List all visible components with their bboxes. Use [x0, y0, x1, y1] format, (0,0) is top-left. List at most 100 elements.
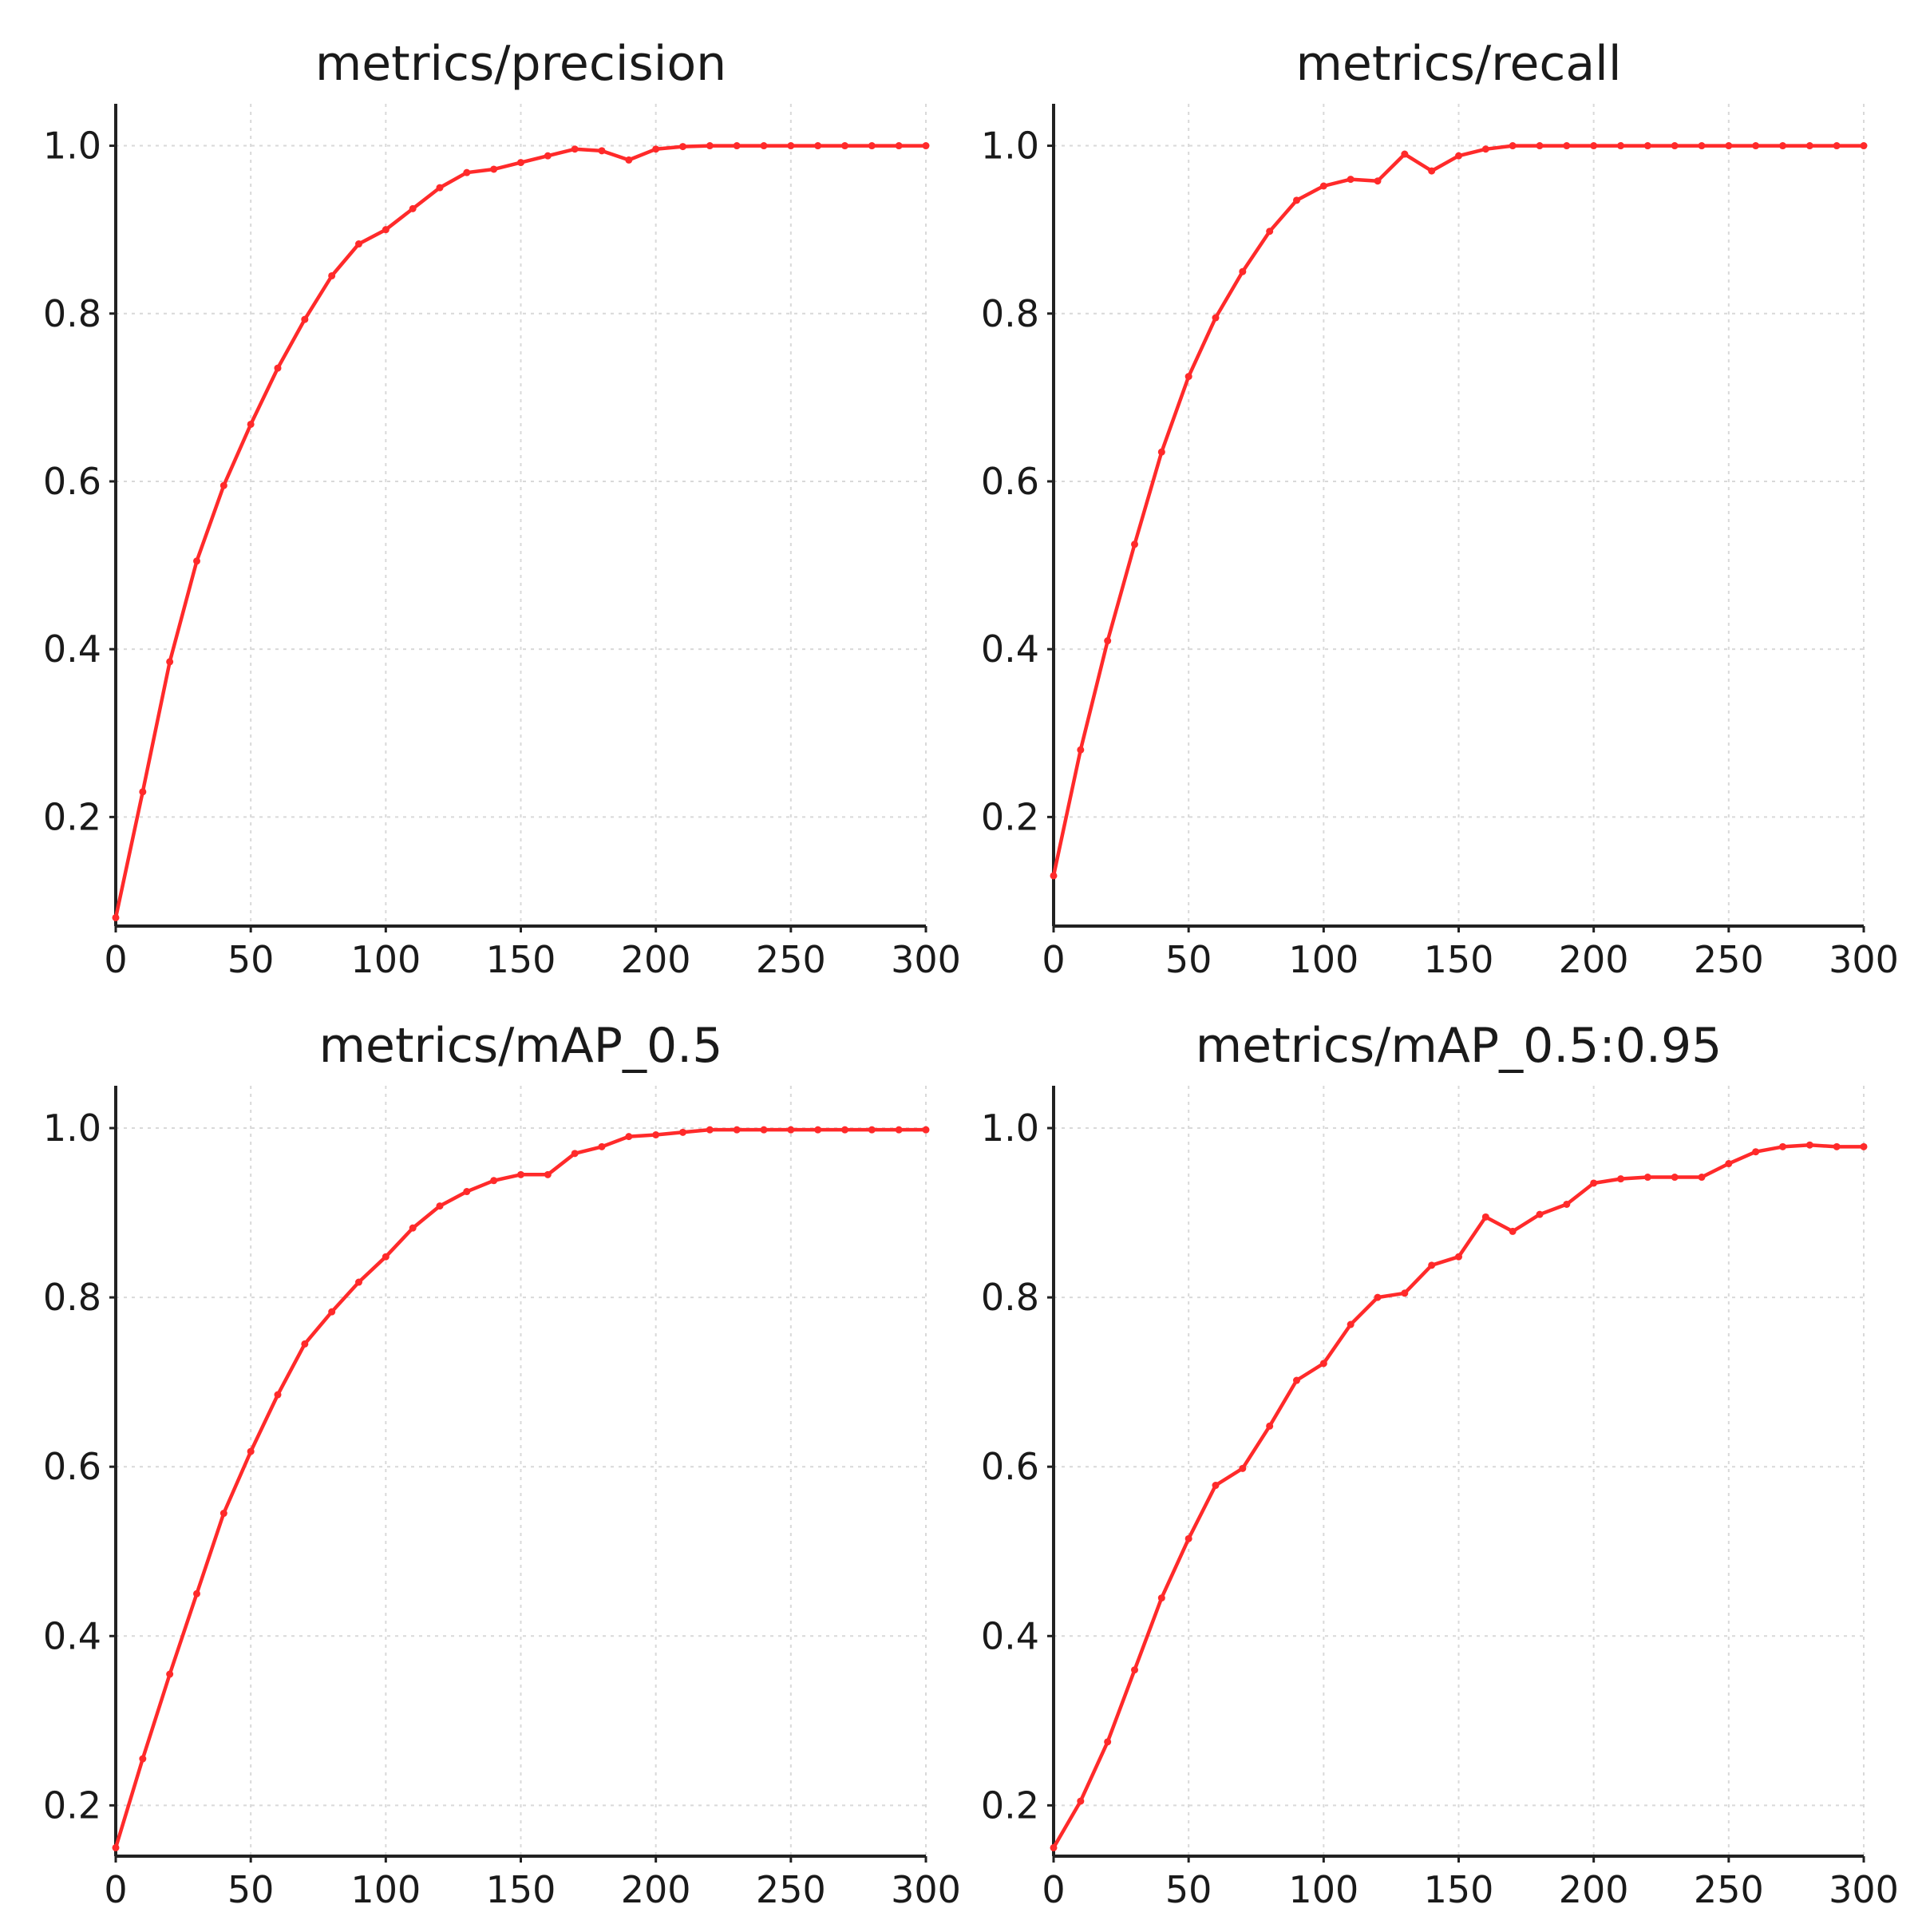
data-point [193, 557, 200, 565]
data-point [1590, 1179, 1598, 1187]
data-point [1347, 1320, 1355, 1328]
data-point [1212, 1482, 1220, 1490]
data-point [1805, 142, 1813, 150]
chart-title: metrics/mAP_0.5 [319, 1018, 723, 1074]
y-tick-label: 0.8 [43, 1276, 101, 1319]
x-tick-label: 300 [1829, 1868, 1899, 1911]
data-point [193, 1590, 200, 1597]
data-point [544, 152, 552, 160]
data-point [490, 165, 498, 173]
data-point [787, 1126, 795, 1134]
y-tick-label: 0.2 [43, 795, 101, 838]
x-tick-label: 250 [756, 938, 826, 981]
y-tick-label: 1.0 [43, 125, 101, 168]
data-point [814, 142, 822, 150]
y-tick-label: 0.2 [981, 795, 1039, 838]
x-tick-label: 150 [1424, 1868, 1494, 1911]
data-point [814, 1126, 822, 1134]
data-point [1752, 1148, 1760, 1156]
x-tick-label: 50 [227, 1868, 275, 1911]
x-tick-label: 200 [621, 938, 691, 981]
data-point [598, 1142, 606, 1150]
data-point [1184, 373, 1192, 381]
data-point [1455, 152, 1462, 160]
data-point [1131, 540, 1138, 548]
x-tick-label: 300 [891, 938, 961, 981]
y-tick-label: 1.0 [981, 125, 1039, 168]
data-point [733, 142, 741, 150]
data-point [1698, 142, 1706, 150]
y-tick-label: 1.0 [981, 1107, 1039, 1150]
data-point [1779, 142, 1786, 150]
data-point [463, 1188, 471, 1196]
data-point [895, 142, 903, 150]
data-point [1805, 1141, 1813, 1149]
data-point [1077, 1797, 1085, 1805]
x-tick-label: 100 [1288, 1868, 1358, 1911]
data-point [1617, 1175, 1624, 1183]
data-point [1590, 142, 1598, 150]
x-tick-label: 300 [891, 1868, 961, 1911]
data-point [1157, 448, 1165, 456]
x-tick-label: 100 [1288, 938, 1358, 981]
y-tick-label: 0.8 [43, 292, 101, 335]
data-point [247, 420, 255, 428]
x-tick-label: 250 [1694, 938, 1764, 981]
data-point [1725, 142, 1733, 150]
data-point [139, 788, 147, 796]
data-point [1752, 142, 1760, 150]
y-tick-label: 1.0 [43, 1107, 101, 1150]
data-point [1293, 1376, 1300, 1384]
data-point [1617, 142, 1624, 150]
chart-title: metrics/recall [1295, 36, 1621, 92]
data-point [1239, 1464, 1247, 1472]
data-point [1401, 150, 1409, 158]
data-point [1374, 1293, 1382, 1301]
data-point [1131, 1666, 1138, 1674]
data-point [247, 1447, 255, 1455]
data-point [571, 1150, 579, 1158]
x-tick-label: 50 [1165, 938, 1212, 981]
data-point [517, 1170, 524, 1178]
data-point [1698, 1174, 1706, 1182]
data-point [328, 1308, 336, 1316]
data-point [219, 1510, 227, 1518]
chart-title: metrics/mAP_0.5:0.95 [1196, 1018, 1722, 1074]
data-point [1563, 142, 1571, 150]
data-point [301, 1340, 309, 1348]
data-point [490, 1177, 498, 1185]
data-point [1671, 1174, 1679, 1182]
y-tick-label: 0.6 [43, 1445, 101, 1488]
data-point [409, 204, 417, 212]
data-point [1860, 1142, 1868, 1150]
data-point [382, 226, 390, 234]
data-point [625, 1133, 633, 1141]
data-point [1212, 314, 1220, 322]
x-tick-label: 250 [1694, 1868, 1764, 1911]
data-point [1050, 872, 1058, 880]
y-tick-label: 0.4 [43, 1614, 101, 1657]
data-point [166, 658, 174, 666]
chart-panel-map-05-095: metrics/mAP_0.5:0.95 0 50 100 150 200 250 300 0.… [981, 1018, 1899, 1911]
data-point [1319, 182, 1327, 190]
data-point [1833, 142, 1841, 150]
data-point [571, 145, 579, 153]
chart-panel-recall: metrics/recall 0 50 100 150 200 250 300 0.2 0.4 0.… [981, 36, 1899, 981]
x-tick-label: 100 [350, 938, 421, 981]
data-point [1725, 1160, 1733, 1168]
data-point [301, 315, 309, 323]
data-point [328, 271, 336, 279]
data-point [1481, 1213, 1489, 1221]
data-point [355, 1278, 362, 1286]
data-point [355, 240, 362, 248]
data-point [1077, 746, 1085, 754]
data-point [139, 1755, 147, 1763]
y-tick-label: 0.6 [981, 1445, 1039, 1488]
y-tick-label: 0.2 [981, 1784, 1039, 1827]
data-point [1643, 1174, 1651, 1182]
data-point [1104, 637, 1112, 645]
data-point [463, 168, 471, 176]
data-point [1266, 228, 1274, 236]
x-tick-label: 250 [756, 1868, 826, 1911]
